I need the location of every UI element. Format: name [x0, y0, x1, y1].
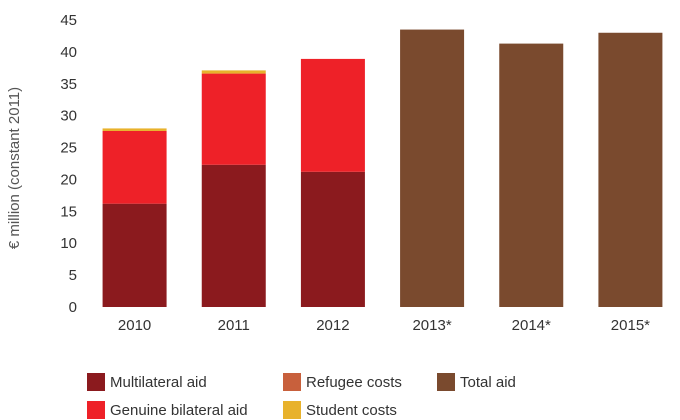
- x-tick-label: 2010: [118, 317, 151, 334]
- bar-student-costs-2010: [102, 128, 167, 131]
- bar-genuine-bilateral-aid-2011: [201, 73, 266, 165]
- x-tick-label: 2011: [218, 317, 250, 334]
- x-axis: 2010 2011 2012 2013* 2014* 2015*: [118, 317, 650, 334]
- x-tick-label: 2013*: [412, 317, 451, 334]
- y-tick-label: 0: [69, 299, 77, 316]
- bar-genuine-bilateral-aid-2010: [102, 130, 167, 204]
- bar-multilateral-aid-2010: [102, 203, 167, 307]
- y-tick-label: 35: [60, 76, 77, 93]
- y-tick-label: 25: [60, 140, 77, 157]
- y-axis-title: € million (constant 2011): [6, 87, 23, 249]
- bar-multilateral-aid-2012: [300, 171, 365, 307]
- x-tick-label: 2014*: [512, 317, 551, 334]
- bars-layer: [102, 29, 663, 308]
- bar-total-aid-2013: [400, 29, 465, 308]
- y-tick-label: 40: [60, 44, 77, 61]
- y-tick-label: 5: [69, 267, 77, 284]
- bar-multilateral-aid-2011: [201, 164, 266, 307]
- bar-genuine-bilateral-aid-2012: [300, 58, 365, 172]
- y-tick-label: 20: [60, 171, 77, 188]
- bar-student-costs-2011: [201, 70, 266, 74]
- y-axis: 0 5 10 15 20 25 30 35 40 45: [60, 12, 77, 316]
- x-tick-label: 2012: [316, 317, 349, 334]
- bar-total-aid-2014: [499, 43, 564, 307]
- y-tick-label: 15: [60, 203, 77, 220]
- y-tick-label: 10: [60, 235, 77, 252]
- x-tick-label: 2015*: [611, 317, 650, 334]
- y-tick-label: 45: [60, 12, 77, 29]
- y-tick-label: 30: [60, 108, 77, 125]
- bar-total-aid-2015: [598, 32, 663, 307]
